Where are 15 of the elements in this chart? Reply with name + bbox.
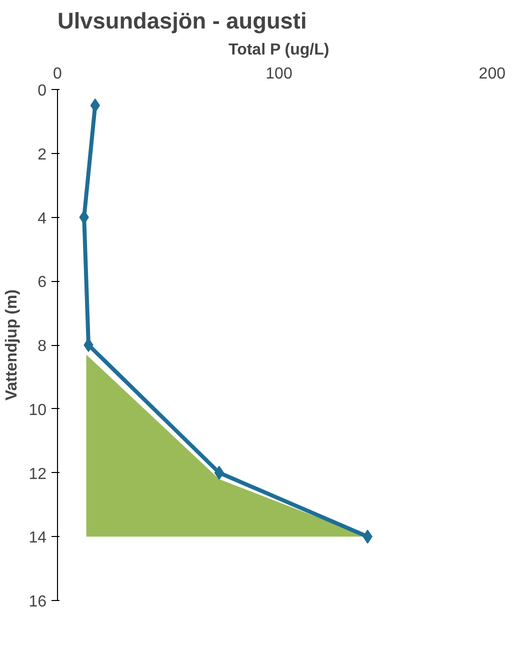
x-tick-label: 100	[266, 66, 292, 82]
y-tick-label: 0	[38, 82, 47, 100]
x-tick-label: 0	[53, 66, 62, 82]
y-tick-label: 4	[38, 210, 47, 228]
x-tick-label: 200	[478, 66, 506, 82]
x-axis-title: Total P (ug/L)	[228, 42, 330, 58]
y-axis-title: Vattendjup (m)	[4, 289, 21, 401]
chart-title: Ulvsundasjön - augusti	[58, 8, 307, 34]
y-tick-label: 16	[28, 594, 47, 610]
y-tick-label: 6	[38, 274, 47, 292]
y-tick-label: 14	[28, 530, 47, 547]
y-tick-label: 8	[38, 338, 47, 355]
y-tick-label: 12	[28, 466, 47, 483]
y-tick-label: 2	[38, 146, 47, 164]
y-tick-label: 10	[28, 402, 47, 419]
